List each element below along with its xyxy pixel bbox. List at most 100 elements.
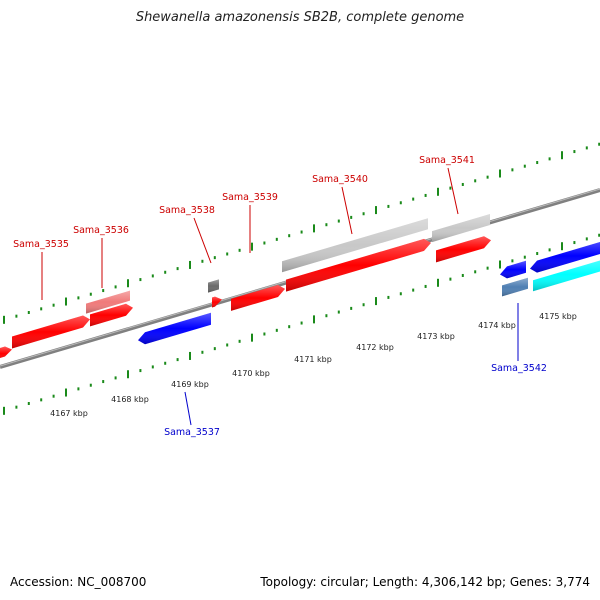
minor-tick [474, 179, 477, 183]
gene-label-sama_3542[interactable]: Sama_3542 [491, 363, 547, 374]
minor-tick [598, 142, 600, 146]
minor-tick [275, 328, 278, 332]
accession-text: Accession: NC_008700 [10, 575, 147, 589]
major-tick [561, 151, 563, 160]
gene-hypothetical-3540[interactable] [282, 218, 428, 273]
minor-tick [102, 289, 105, 293]
tick-label: 4171 kbp [294, 355, 332, 364]
gene-track [0, 214, 600, 361]
major-tick [561, 242, 563, 251]
gene-pseudo-3542[interactable] [502, 277, 528, 297]
major-tick [3, 315, 5, 324]
minor-tick [325, 314, 328, 318]
major-tick [437, 278, 439, 287]
major-tick [251, 242, 253, 251]
minor-tick [288, 325, 291, 329]
gene-arrow-3541[interactable] [436, 236, 491, 263]
gene-arrow-3534[interactable] [0, 346, 12, 361]
tick-label: 4168 kbp [111, 395, 149, 404]
minor-tick [362, 303, 365, 307]
minor-tick [461, 182, 464, 186]
gene-arrow-3535[interactable] [12, 315, 90, 349]
gene-label-sama_3536[interactable]: Sama_3536 [73, 225, 129, 236]
major-tick [65, 388, 67, 397]
minor-tick [337, 219, 340, 223]
gene-pseudo-3536[interactable] [86, 290, 130, 314]
minor-tick [511, 259, 514, 263]
gene-label-sama_3537[interactable]: Sama_3537 [164, 427, 220, 438]
minor-tick [151, 365, 154, 369]
minor-tick [77, 296, 80, 300]
major-tick [313, 315, 315, 324]
minor-tick [424, 284, 427, 288]
minor-tick [238, 248, 241, 252]
gene-arrow-3540[interactable] [286, 238, 431, 292]
minor-tick [350, 215, 353, 219]
label-leader-line [447, 167, 459, 215]
major-tick [375, 206, 377, 215]
major-tick [65, 297, 67, 306]
label-layer: 4167 kbp 4168 kbp 4169 kbp 4170 kbp 4171 kbp… [13, 155, 577, 438]
minor-tick [263, 241, 266, 245]
minor-tick [461, 273, 464, 277]
minor-tick [201, 350, 204, 354]
gene-marker-3538[interactable] [208, 279, 219, 293]
gene-rna-3543[interactable] [533, 258, 600, 292]
major-tick [3, 406, 5, 415]
tick-label: 4175 kbp [539, 312, 577, 321]
minor-tick [548, 248, 551, 252]
major-tick [127, 279, 129, 288]
gene-label-sama_3540[interactable]: Sama_3540 [312, 174, 368, 185]
tick-track [3, 142, 600, 415]
minor-tick [114, 376, 117, 380]
minor-tick [164, 270, 167, 274]
major-tick [437, 187, 439, 196]
minor-tick [27, 402, 30, 406]
gene-label-sama_3541[interactable]: Sama_3541 [419, 155, 475, 166]
minor-tick [585, 146, 588, 150]
minor-tick [523, 164, 526, 168]
minor-tick [325, 223, 328, 227]
major-tick [189, 260, 191, 269]
minor-tick [486, 266, 489, 270]
minor-tick [40, 398, 43, 402]
minor-tick [337, 310, 340, 314]
minor-tick [176, 358, 179, 362]
label-leader-line [193, 217, 212, 264]
gene-arrow-3543[interactable] [530, 239, 600, 273]
gene-label-sama_3539[interactable]: Sama_3539 [222, 192, 278, 203]
minor-tick [139, 278, 142, 282]
minor-tick [226, 343, 229, 347]
major-tick [189, 351, 191, 360]
gene-label-sama_3535[interactable]: Sama_3535 [13, 239, 69, 250]
minor-tick [238, 339, 241, 343]
label-leader-line [341, 186, 353, 235]
minor-tick [213, 256, 216, 260]
major-tick [499, 169, 501, 178]
gene-arrow-3542[interactable] [500, 260, 526, 279]
minor-tick [27, 311, 30, 315]
minor-tick [300, 321, 303, 325]
gene-hypothetical-3541[interactable] [432, 214, 490, 243]
gene-arrow-3536[interactable] [90, 303, 133, 327]
minor-tick [164, 361, 167, 365]
minor-tick [573, 150, 576, 154]
major-tick [251, 333, 253, 342]
minor-tick [362, 212, 365, 216]
gene-arrow-3538[interactable] [212, 296, 222, 308]
gene-arrow-3537[interactable] [138, 312, 211, 345]
gene-arrow-3539[interactable] [231, 285, 285, 311]
minor-tick [387, 204, 390, 208]
tick-label: 4174 kbp [478, 321, 516, 330]
minor-tick [275, 237, 278, 241]
minor-tick [176, 267, 179, 271]
minor-tick [449, 186, 452, 190]
minor-tick [387, 295, 390, 299]
gene-label-sama_3538[interactable]: Sama_3538 [159, 205, 215, 216]
map-title: Shewanella amazonensis SB2B, complete ge… [135, 10, 465, 25]
minor-tick [114, 285, 117, 289]
minor-tick [399, 201, 402, 205]
tick-label: 4169 kbp [171, 380, 209, 389]
minor-tick [585, 237, 588, 241]
